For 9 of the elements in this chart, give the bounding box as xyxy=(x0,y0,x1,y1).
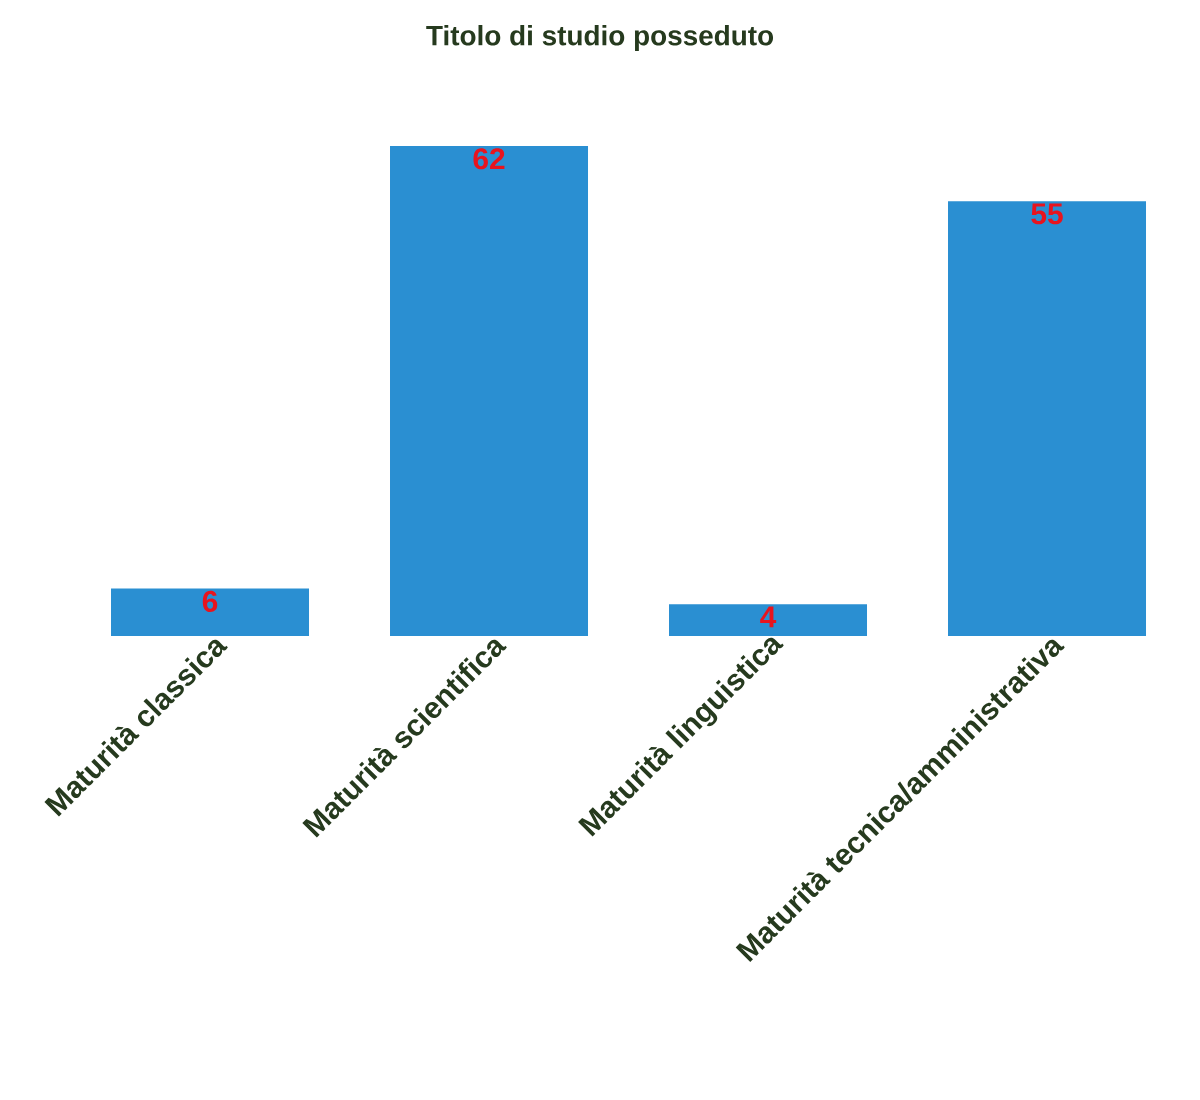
bar xyxy=(390,145,589,636)
bar xyxy=(669,604,868,636)
data-label: 55 xyxy=(1031,203,1063,225)
chart-title: Titolo di studio posseduto xyxy=(426,25,774,51)
bar xyxy=(111,588,310,636)
data-label: 6 xyxy=(202,590,218,612)
bar xyxy=(948,201,1147,636)
data-label: 62 xyxy=(473,148,505,170)
data-label: 4 xyxy=(760,606,777,628)
